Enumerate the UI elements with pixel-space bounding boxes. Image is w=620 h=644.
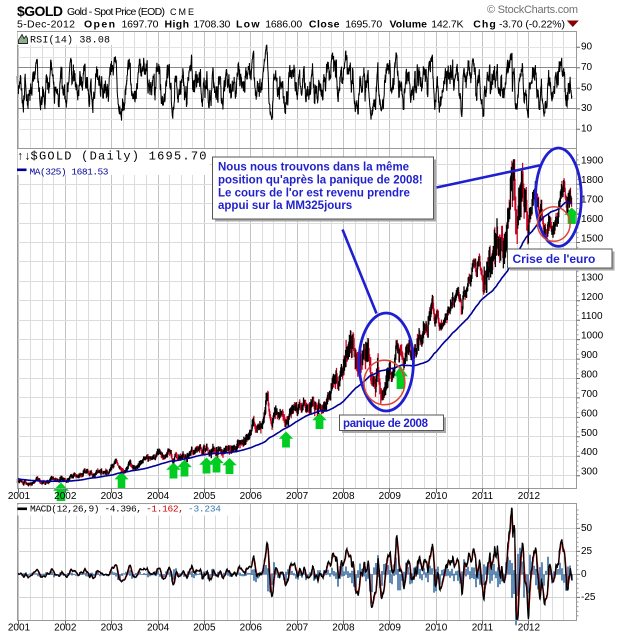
- svg-text:1900: 1900: [581, 156, 604, 167]
- svg-text:position qu'après la panique d: position qu'après la panique de 2008!: [218, 174, 423, 186]
- svg-text:1600: 1600: [581, 214, 604, 225]
- svg-text:2007: 2007: [286, 623, 309, 634]
- svg-text:2006: 2006: [240, 491, 263, 502]
- svg-text:2005: 2005: [193, 491, 216, 502]
- svg-text:2012: 2012: [518, 491, 541, 502]
- svg-text:-1.162,: -1.162,: [146, 504, 184, 515]
- svg-text:1100: 1100: [581, 311, 603, 322]
- svg-text:1700: 1700: [581, 195, 604, 206]
- svg-text:700: 700: [581, 389, 598, 400]
- svg-text:2002: 2002: [54, 491, 77, 502]
- svg-text:appui sur la MM325jours: appui sur la MM325jours: [218, 200, 352, 212]
- svg-text:1200: 1200: [581, 292, 604, 303]
- svg-text:Low: Low: [236, 19, 260, 31]
- svg-text:1300: 1300: [581, 272, 604, 283]
- svg-text:2006: 2006: [240, 623, 263, 634]
- svg-text:High: High: [165, 19, 190, 31]
- svg-text:© StockCharts.com: © StockCharts.com: [487, 4, 578, 16]
- svg-text:30: 30: [581, 103, 593, 114]
- svg-text:MACD(12,26,9) -4.396,: MACD(12,26,9) -4.396,: [30, 504, 142, 515]
- svg-text:2008: 2008: [332, 623, 355, 634]
- svg-text:50: 50: [581, 523, 593, 534]
- svg-text:-25: -25: [581, 592, 596, 603]
- svg-text:50: 50: [581, 83, 593, 94]
- svg-text:-3.70 (-0.22%): -3.70 (-0.22%): [499, 19, 565, 31]
- svg-text:RSI(14) 38.08: RSI(14) 38.08: [30, 35, 110, 47]
- svg-text:2011: 2011: [472, 623, 494, 634]
- svg-text:1500: 1500: [581, 234, 604, 245]
- svg-text:MA(325) 1681.53: MA(325) 1681.53: [30, 167, 109, 178]
- svg-text:500: 500: [581, 428, 598, 439]
- svg-text:↑↓: ↑↓: [17, 150, 31, 164]
- svg-text:1800: 1800: [581, 175, 604, 186]
- svg-text:1695.70: 1695.70: [345, 19, 382, 31]
- svg-text:1686.00: 1686.00: [265, 19, 302, 31]
- svg-text:Crise de l'euro: Crise de l'euro: [513, 252, 596, 266]
- svg-text:2012: 2012: [518, 623, 541, 634]
- svg-text:Gold - Spot Price (EOD): Gold - Spot Price (EOD): [67, 6, 165, 18]
- svg-text:900: 900: [581, 350, 598, 361]
- svg-text:Open: Open: [84, 19, 115, 31]
- svg-text:2010: 2010: [425, 623, 448, 634]
- svg-text:90: 90: [581, 42, 593, 53]
- svg-text:Le cours de l'or est revenu pr: Le cours de l'or est revenu prendre: [218, 187, 410, 199]
- svg-text:300: 300: [581, 467, 598, 478]
- svg-text:800: 800: [581, 370, 598, 381]
- svg-text:Volume: Volume: [390, 19, 428, 31]
- svg-text:400: 400: [581, 447, 598, 458]
- svg-text:Nous nous trouvons dans la mêm: Nous nous trouvons dans la même: [218, 162, 409, 174]
- svg-text:panique de 2008: panique de 2008: [343, 418, 429, 430]
- svg-text:2007: 2007: [286, 491, 309, 502]
- svg-text:$GOLD: $GOLD: [17, 3, 63, 19]
- svg-text:1000: 1000: [581, 331, 604, 342]
- svg-text:2004: 2004: [147, 491, 170, 502]
- svg-text:2009: 2009: [379, 623, 402, 634]
- svg-text:2011: 2011: [472, 491, 494, 502]
- svg-text:2001: 2001: [8, 491, 31, 502]
- svg-text:600: 600: [581, 408, 598, 419]
- svg-text:10: 10: [581, 124, 593, 135]
- svg-text:2009: 2009: [379, 491, 402, 502]
- svg-text:Close: Close: [309, 19, 340, 31]
- svg-text:Chg: Chg: [473, 19, 496, 31]
- svg-text:CME: CME: [170, 7, 194, 17]
- svg-text:1697.70: 1697.70: [122, 19, 159, 31]
- svg-text:25: 25: [581, 546, 593, 557]
- svg-text:2003: 2003: [101, 491, 124, 502]
- svg-text:1708.30: 1708.30: [193, 19, 230, 31]
- svg-text:0: 0: [581, 569, 587, 580]
- svg-text:2001: 2001: [8, 623, 31, 634]
- svg-text:5-Dec-2012: 5-Dec-2012: [17, 19, 75, 31]
- svg-text:2005: 2005: [193, 623, 216, 634]
- svg-text:2004: 2004: [147, 623, 170, 634]
- svg-text:$GOLD (Daily) 1695.70: $GOLD (Daily) 1695.70: [31, 150, 207, 164]
- svg-text:2008: 2008: [332, 491, 355, 502]
- svg-text:70: 70: [581, 62, 593, 73]
- svg-text:2003: 2003: [101, 623, 124, 634]
- svg-text:2010: 2010: [425, 491, 448, 502]
- svg-text:142.7K: 142.7K: [431, 19, 463, 31]
- svg-text:2002: 2002: [54, 623, 77, 634]
- svg-text:-3.234: -3.234: [188, 504, 221, 515]
